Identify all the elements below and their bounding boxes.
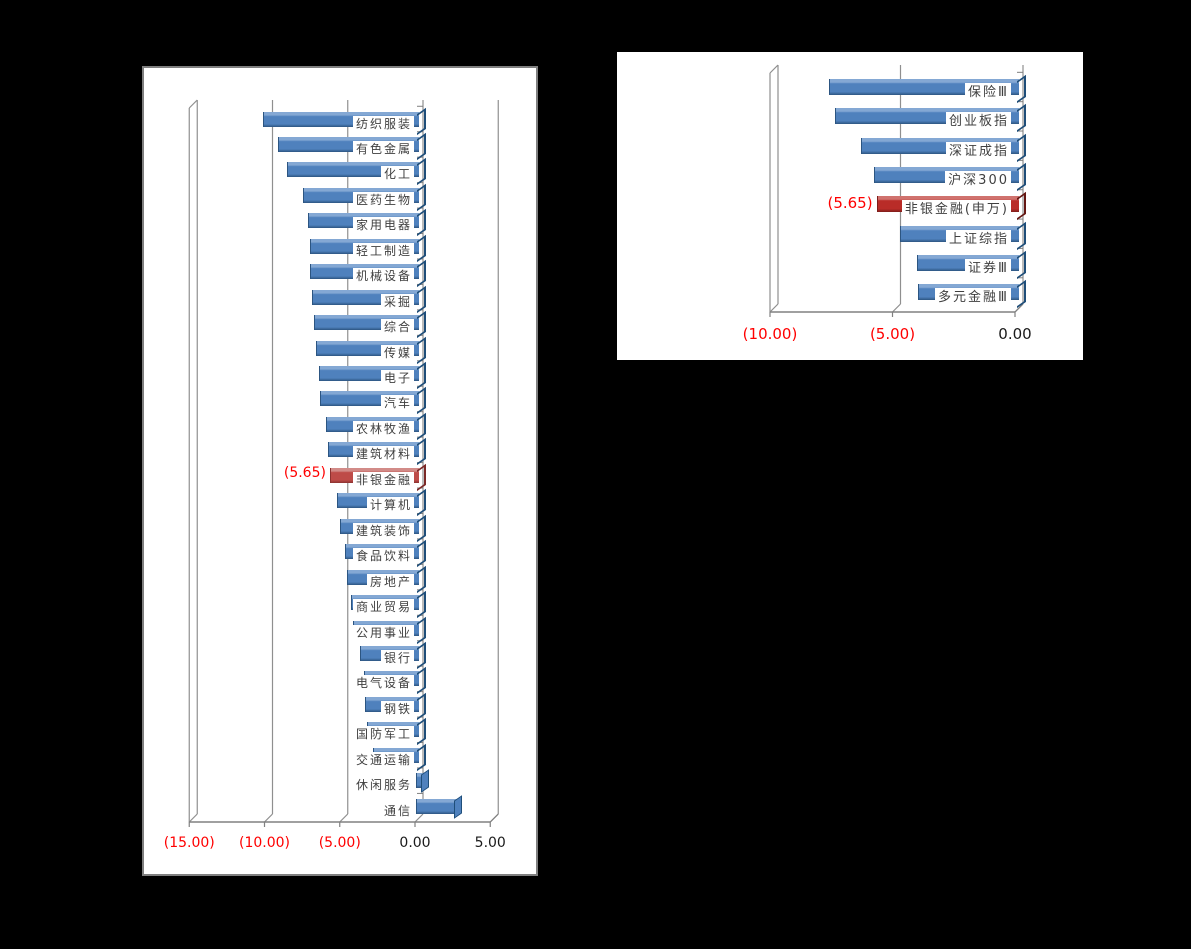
category-label-4: 非银金融(申万) <box>901 200 1011 220</box>
category-label-0: 纺织服装 <box>352 115 414 133</box>
value-label-4: (5.65) <box>827 193 873 212</box>
category-label-6: 机械设备 <box>352 268 414 286</box>
x-axis-label-0: (15.00) <box>163 834 215 851</box>
category-label-12: 农林牧渔 <box>352 420 414 438</box>
category-label-24: 国防军工 <box>352 726 414 744</box>
category-label-9: 传媒 <box>380 344 414 362</box>
category-label-8: 综合 <box>380 319 414 337</box>
bar-27 <box>416 798 459 814</box>
index-chart-panel: 保险Ⅲ 创业板指深证成指沪深300 非银金融(申万) (5.65) 上证综指证券Ⅲ 多元金… <box>617 52 1083 360</box>
category-label-7: 采掘 <box>380 293 414 311</box>
category-label-6: 证券Ⅲ <box>965 259 1011 279</box>
category-label-5: 上证综指 <box>945 229 1011 249</box>
plot-grid <box>769 64 1024 317</box>
category-label-2: 化工 <box>380 166 414 184</box>
category-label-23: 钢铁 <box>380 700 414 718</box>
category-label-1: 有色金属 <box>352 140 414 158</box>
category-label-10: 电子 <box>380 370 414 387</box>
category-label-27: 通信 <box>380 802 414 820</box>
category-label-17: 食品饮料 <box>352 548 414 566</box>
bar-26 <box>416 773 427 789</box>
industry-chart-panel: 纺织服装有色金属化工医药生物家用电器轻工制造机械设备采掘综合传媒电子汽车农林牧渔… <box>142 66 538 876</box>
x-axis-label-0: (10.00) <box>742 324 798 343</box>
category-label-16: 建筑装饰 <box>352 522 414 540</box>
category-label-0: 保险Ⅲ <box>965 83 1011 102</box>
category-label-18: 房地产 <box>366 573 414 591</box>
category-label-2: 深证成指 <box>945 141 1011 161</box>
category-label-7: 多元金融Ⅲ <box>935 288 1011 308</box>
x-axis-label-3: 0.00 <box>399 834 431 851</box>
x-axis-label-2: 0.00 <box>998 324 1032 343</box>
category-label-13: 建筑材料 <box>352 446 414 464</box>
x-axis-label-4: 5.00 <box>474 834 506 851</box>
industry-chart: 纺织服装有色金属化工医药生物家用电器轻工制造机械设备采掘综合传媒电子汽车农林牧渔… <box>144 68 536 874</box>
category-label-3: 沪深300 <box>945 171 1011 191</box>
category-label-22: 电气设备 <box>352 675 414 693</box>
x-axis-label-2: (5.00) <box>318 834 361 851</box>
index-chart: 保险Ⅲ 创业板指深证成指沪深300 非银金融(申万) (5.65) 上证综指证券Ⅲ 多元金… <box>617 52 1083 360</box>
category-label-26: 休闲服务 <box>352 777 414 795</box>
value-label-14: (5.65) <box>283 465 326 482</box>
x-axis-label-1: (5.00) <box>869 324 916 343</box>
category-label-15: 计算机 <box>366 497 414 515</box>
category-label-11: 汽车 <box>380 395 414 413</box>
category-label-20: 公用事业 <box>352 624 414 642</box>
category-label-5: 轻工制造 <box>352 242 414 260</box>
category-label-19: 商业贸易 <box>352 599 414 617</box>
category-label-21: 银行 <box>380 649 414 667</box>
category-label-14: 非银金融 <box>352 471 414 489</box>
category-label-3: 医药生物 <box>352 191 414 209</box>
x-axis-label-1: (10.00) <box>238 834 291 851</box>
category-label-4: 家用电器 <box>352 217 414 235</box>
category-label-1: 创业板指 <box>945 112 1011 132</box>
category-label-25: 交通运输 <box>352 751 414 769</box>
